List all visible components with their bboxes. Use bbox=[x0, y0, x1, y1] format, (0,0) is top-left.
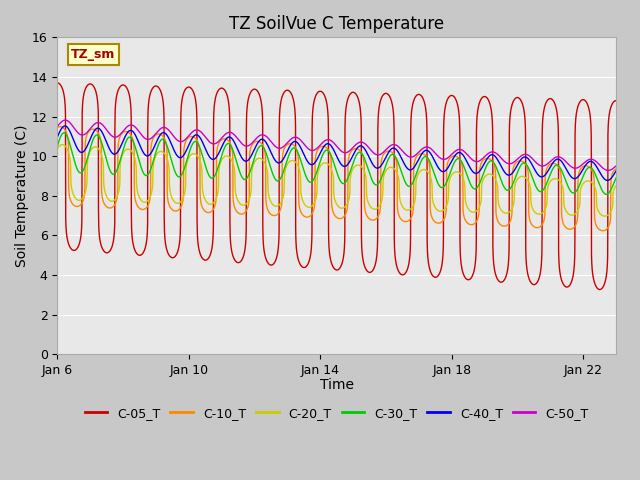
C-50_T bbox=[333, 143, 340, 149]
C-10_T bbox=[599, 228, 607, 234]
C-05_T bbox=[612, 98, 620, 104]
Text: TZ_sm: TZ_sm bbox=[71, 48, 116, 61]
C-50_T bbox=[54, 123, 61, 129]
C-10_T bbox=[56, 124, 64, 130]
C-50_T bbox=[326, 137, 334, 143]
C-20_T bbox=[58, 142, 66, 147]
C-30_T bbox=[531, 181, 538, 187]
C-05_T bbox=[277, 99, 285, 105]
C-20_T bbox=[277, 200, 285, 205]
Title: TZ SoilVue C Temperature: TZ SoilVue C Temperature bbox=[229, 15, 444, 33]
C-05_T bbox=[260, 249, 268, 255]
C-05_T bbox=[332, 267, 340, 273]
Line: C-10_T: C-10_T bbox=[58, 127, 616, 231]
C-30_T bbox=[54, 144, 61, 149]
C-50_T bbox=[374, 152, 381, 158]
X-axis label: Time: Time bbox=[320, 378, 354, 392]
C-30_T bbox=[277, 175, 285, 181]
Line: C-30_T: C-30_T bbox=[58, 133, 616, 194]
C-30_T bbox=[333, 168, 340, 174]
C-20_T bbox=[54, 146, 61, 152]
C-50_T bbox=[604, 168, 612, 173]
C-40_T bbox=[260, 137, 268, 143]
C-10_T bbox=[277, 205, 285, 211]
C-40_T bbox=[61, 123, 68, 129]
C-20_T bbox=[612, 183, 620, 189]
Line: C-40_T: C-40_T bbox=[58, 126, 616, 180]
C-20_T bbox=[260, 159, 268, 165]
C-20_T bbox=[531, 209, 538, 215]
C-40_T bbox=[326, 142, 334, 148]
C-20_T bbox=[374, 205, 381, 211]
C-40_T bbox=[531, 167, 538, 172]
C-40_T bbox=[54, 134, 61, 140]
C-10_T bbox=[333, 214, 340, 220]
C-30_T bbox=[60, 130, 68, 136]
C-40_T bbox=[374, 165, 381, 171]
C-05_T bbox=[54, 80, 61, 86]
C-20_T bbox=[333, 201, 340, 206]
C-40_T bbox=[604, 178, 611, 183]
C-20_T bbox=[326, 164, 334, 169]
C-30_T bbox=[374, 181, 381, 187]
Legend: C-05_T, C-10_T, C-20_T, C-30_T, C-40_T, C-50_T: C-05_T, C-10_T, C-20_T, C-30_T, C-40_T, … bbox=[80, 402, 594, 424]
Y-axis label: Soil Temperature (C): Soil Temperature (C) bbox=[15, 124, 29, 267]
C-05_T bbox=[374, 231, 381, 237]
C-10_T bbox=[326, 151, 334, 157]
C-10_T bbox=[612, 166, 620, 172]
C-40_T bbox=[333, 153, 340, 158]
Line: C-20_T: C-20_T bbox=[58, 144, 616, 216]
C-10_T bbox=[260, 146, 268, 152]
C-10_T bbox=[531, 224, 538, 230]
C-50_T bbox=[260, 132, 268, 138]
C-50_T bbox=[612, 163, 620, 169]
Line: C-50_T: C-50_T bbox=[58, 120, 616, 170]
C-30_T bbox=[602, 192, 610, 197]
C-40_T bbox=[612, 168, 620, 174]
C-20_T bbox=[601, 213, 609, 219]
C-10_T bbox=[54, 125, 61, 131]
C-50_T bbox=[277, 145, 285, 151]
C-05_T bbox=[326, 254, 334, 260]
C-10_T bbox=[374, 214, 381, 220]
C-30_T bbox=[326, 151, 334, 156]
C-05_T bbox=[596, 287, 604, 292]
C-50_T bbox=[531, 158, 538, 164]
C-05_T bbox=[531, 282, 538, 288]
C-50_T bbox=[61, 117, 69, 123]
C-30_T bbox=[612, 175, 620, 181]
C-30_T bbox=[260, 146, 268, 152]
C-40_T bbox=[277, 159, 285, 165]
Line: C-05_T: C-05_T bbox=[58, 83, 616, 289]
